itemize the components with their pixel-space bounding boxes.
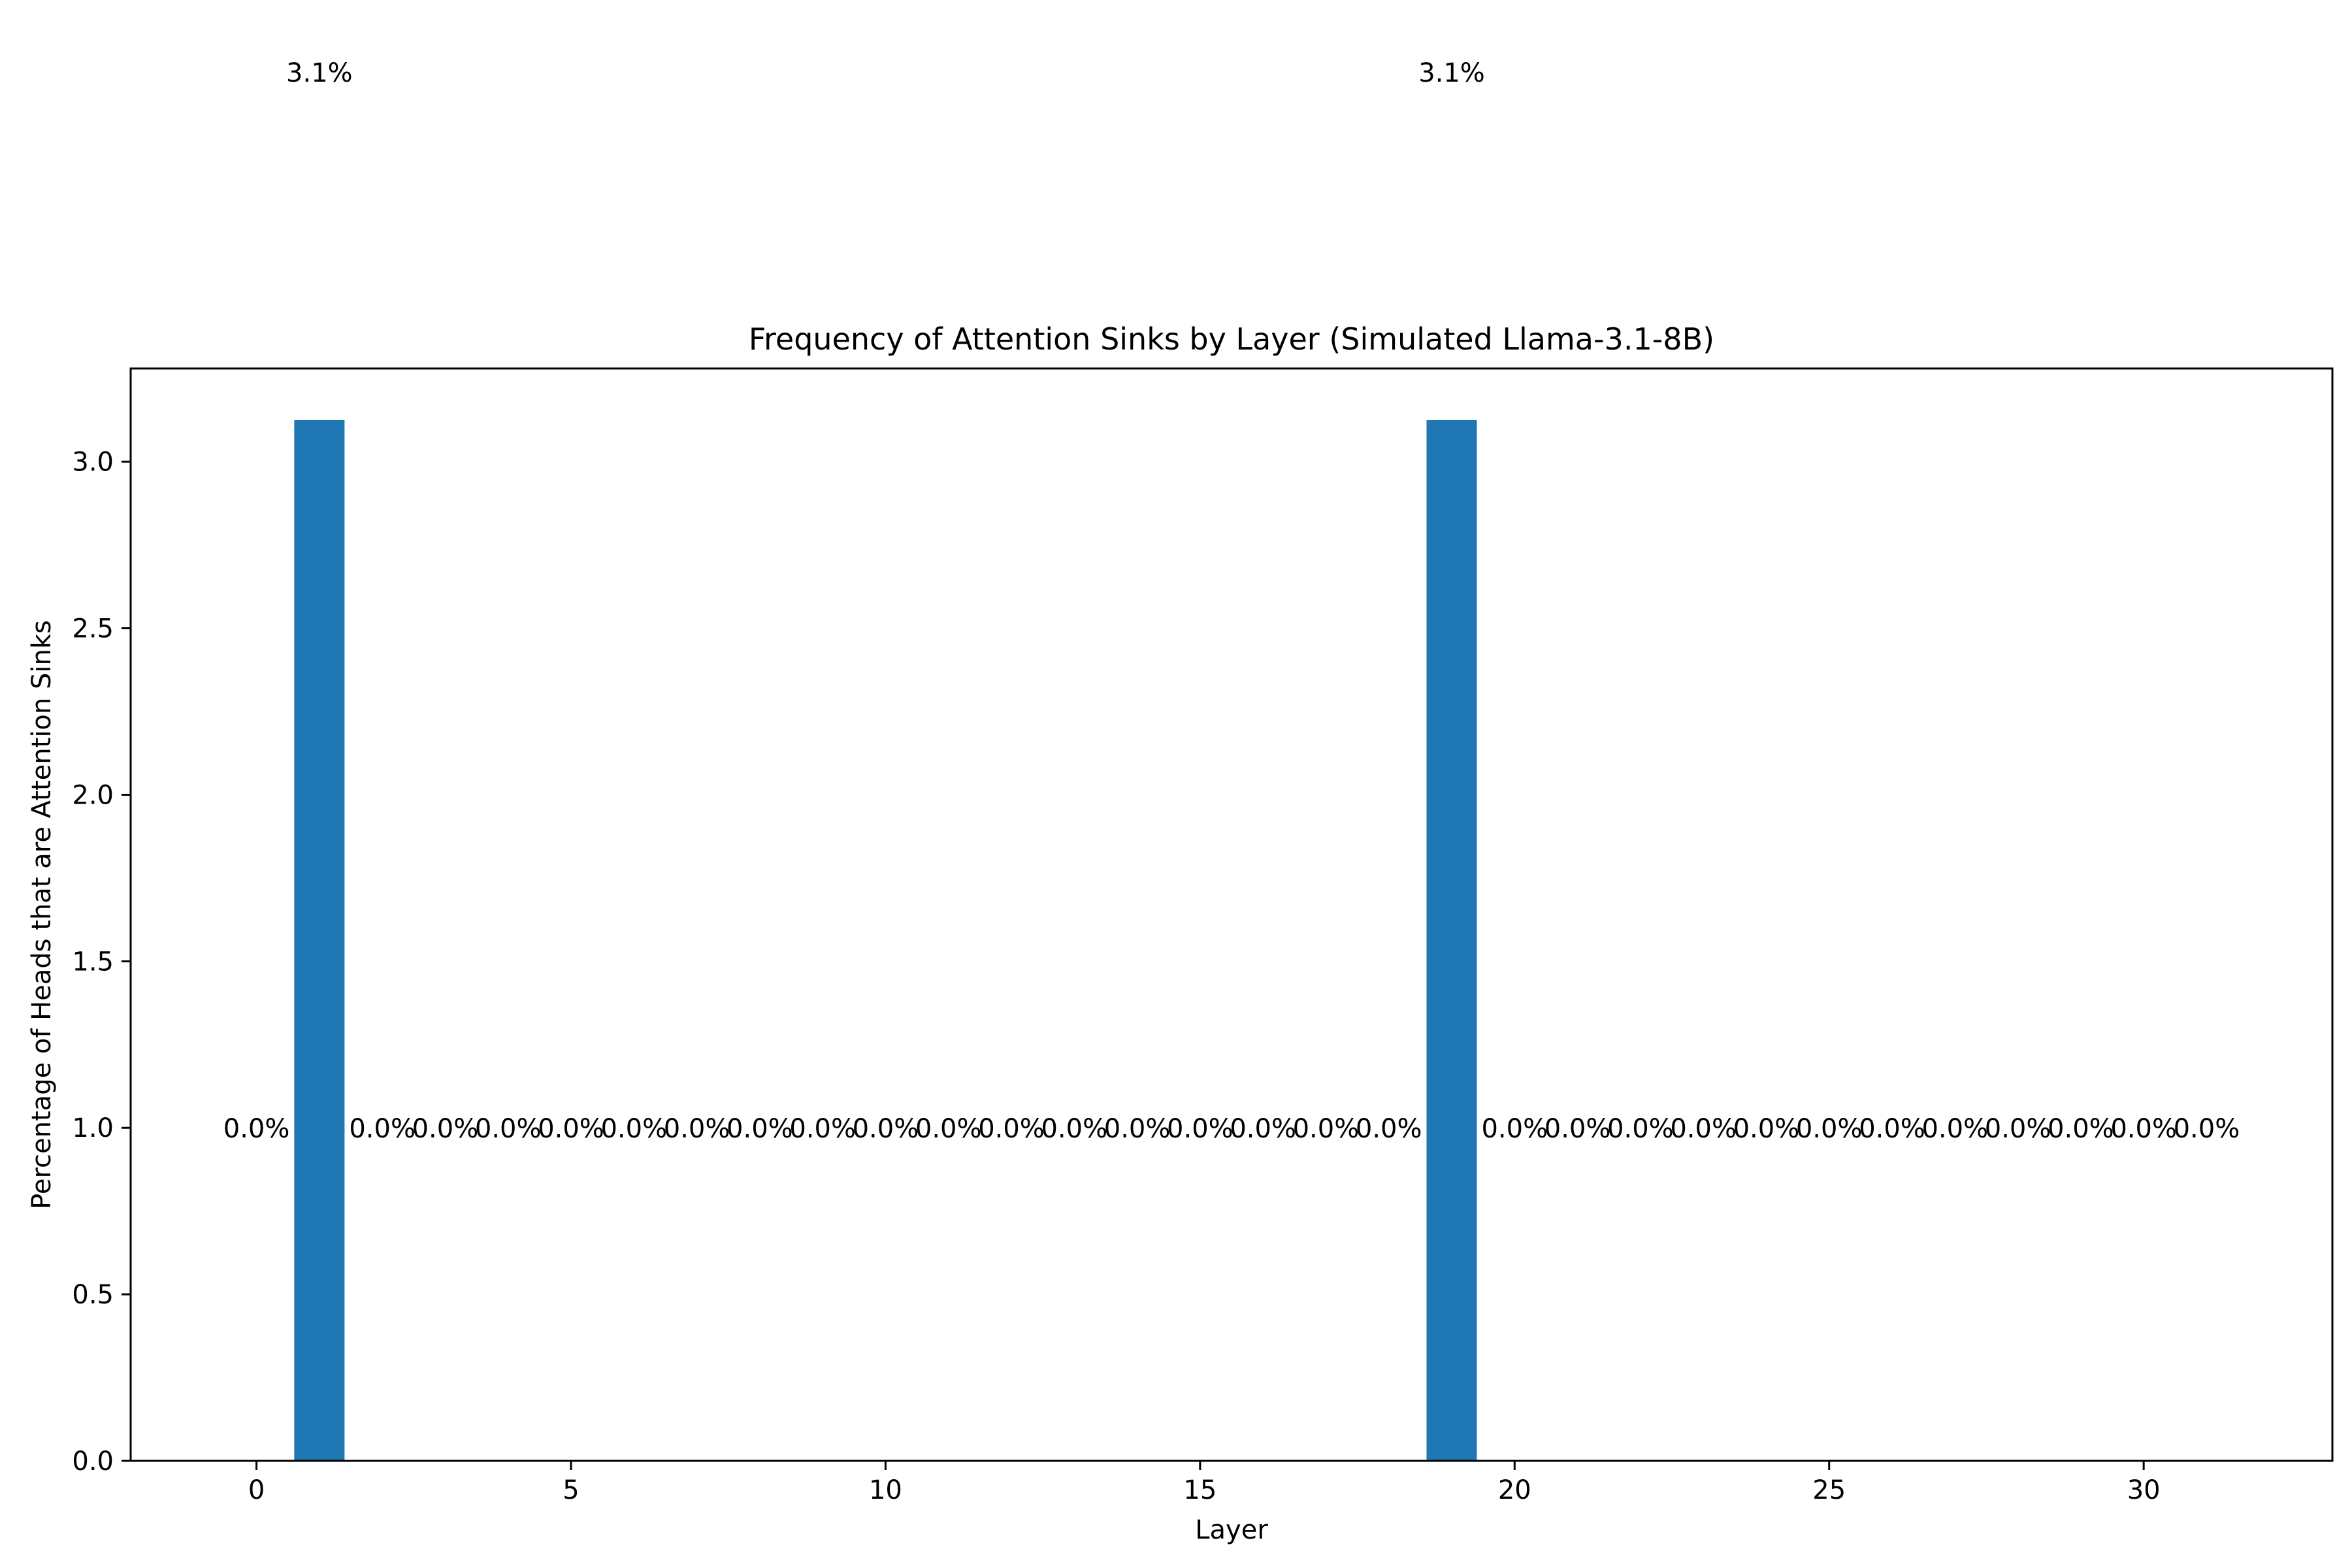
bar-value-label: 0.0% bbox=[1985, 1114, 2051, 1144]
bar-value-label: 0.0% bbox=[1607, 1114, 1674, 1144]
bar-value-label: 0.0% bbox=[727, 1114, 793, 1144]
bar-value-label: 0.0% bbox=[2048, 1114, 2114, 1144]
plot-frame bbox=[129, 367, 2334, 1462]
bar-value-label: 0.0% bbox=[2174, 1114, 2240, 1144]
bar-value-label: 0.0% bbox=[1859, 1114, 1925, 1144]
bar-value-label: 0.0% bbox=[600, 1114, 667, 1144]
x-tick-label: 10 bbox=[869, 1475, 902, 1505]
bar bbox=[294, 420, 345, 1461]
bar bbox=[1426, 420, 1477, 1461]
bar-value-label: 0.0% bbox=[915, 1114, 982, 1144]
bar-value-label: 0.0% bbox=[978, 1114, 1045, 1144]
bar-value-label: 0.0% bbox=[349, 1114, 416, 1144]
bar-value-label: 0.0% bbox=[1544, 1114, 1611, 1144]
x-tick-label: 30 bbox=[2127, 1475, 2161, 1505]
y-tick-label: 3.0 bbox=[72, 448, 114, 478]
y-tick-label: 2.5 bbox=[72, 614, 114, 644]
bar-value-label: 0.0% bbox=[1733, 1114, 1800, 1144]
y-tick-label: 1.5 bbox=[72, 947, 114, 977]
y-tick-label: 1.0 bbox=[72, 1113, 114, 1143]
bars-group bbox=[294, 420, 1477, 1461]
x-tick-label: 20 bbox=[1498, 1475, 1531, 1505]
bar-value-label: 3.1% bbox=[1418, 58, 1485, 88]
bar-value-label: 0.0% bbox=[538, 1114, 604, 1144]
bar-value-label: 0.0% bbox=[1670, 1114, 1737, 1144]
bar-value-label: 0.0% bbox=[475, 1114, 542, 1144]
bar-value-label: 0.0% bbox=[1041, 1114, 1107, 1144]
bar-value-label: 0.0% bbox=[1796, 1114, 1863, 1144]
bar-value-label: 0.0% bbox=[1921, 1114, 1988, 1144]
x-tick-label: 15 bbox=[1183, 1475, 1217, 1505]
x-axis: 0 5 10 15 20 25 30 bbox=[248, 1461, 2161, 1505]
x-axis-label: Layer bbox=[1195, 1515, 1268, 1545]
chart-title: Frequency of Attention Sinks by Layer (S… bbox=[749, 321, 1714, 357]
y-axis: 0.0 0.5 1.0 1.5 2.0 2.5 3.0 bbox=[72, 448, 131, 1477]
x-tick-label: 0 bbox=[248, 1475, 265, 1505]
bar-value-label: 3.1% bbox=[286, 58, 353, 88]
y-axis-label: Percentage of Heads that are Attention S… bbox=[27, 620, 57, 1209]
bar-value-label: 0.0% bbox=[664, 1114, 730, 1144]
bar-value-label: 0.0% bbox=[1481, 1114, 1548, 1144]
bar-value-label: 0.0% bbox=[2110, 1114, 2177, 1144]
bar-value-label: 0.0% bbox=[789, 1114, 856, 1144]
y-tick-label: 2.0 bbox=[72, 780, 114, 810]
x-tick-label: 5 bbox=[563, 1475, 579, 1505]
x-tick-label: 25 bbox=[1812, 1475, 1846, 1505]
bar-value-label: 0.0% bbox=[1230, 1114, 1296, 1144]
bar-labels-group: 0.0%3.1%0.0%0.0%0.0%0.0%0.0%0.0%0.0%0.0%… bbox=[223, 58, 2240, 1144]
bar-value-label: 0.0% bbox=[1356, 1114, 1422, 1144]
bar-value-label: 0.0% bbox=[1167, 1114, 1233, 1144]
bar-value-label: 0.0% bbox=[412, 1114, 479, 1144]
y-tick-label: 0.5 bbox=[72, 1280, 114, 1310]
y-tick-label: 0.0 bbox=[72, 1446, 114, 1477]
bar-value-label: 0.0% bbox=[1293, 1114, 1360, 1144]
bar-value-label: 0.0% bbox=[1104, 1114, 1171, 1144]
bar-value-label: 0.0% bbox=[853, 1114, 919, 1144]
bar-value-label: 0.0% bbox=[223, 1114, 290, 1144]
